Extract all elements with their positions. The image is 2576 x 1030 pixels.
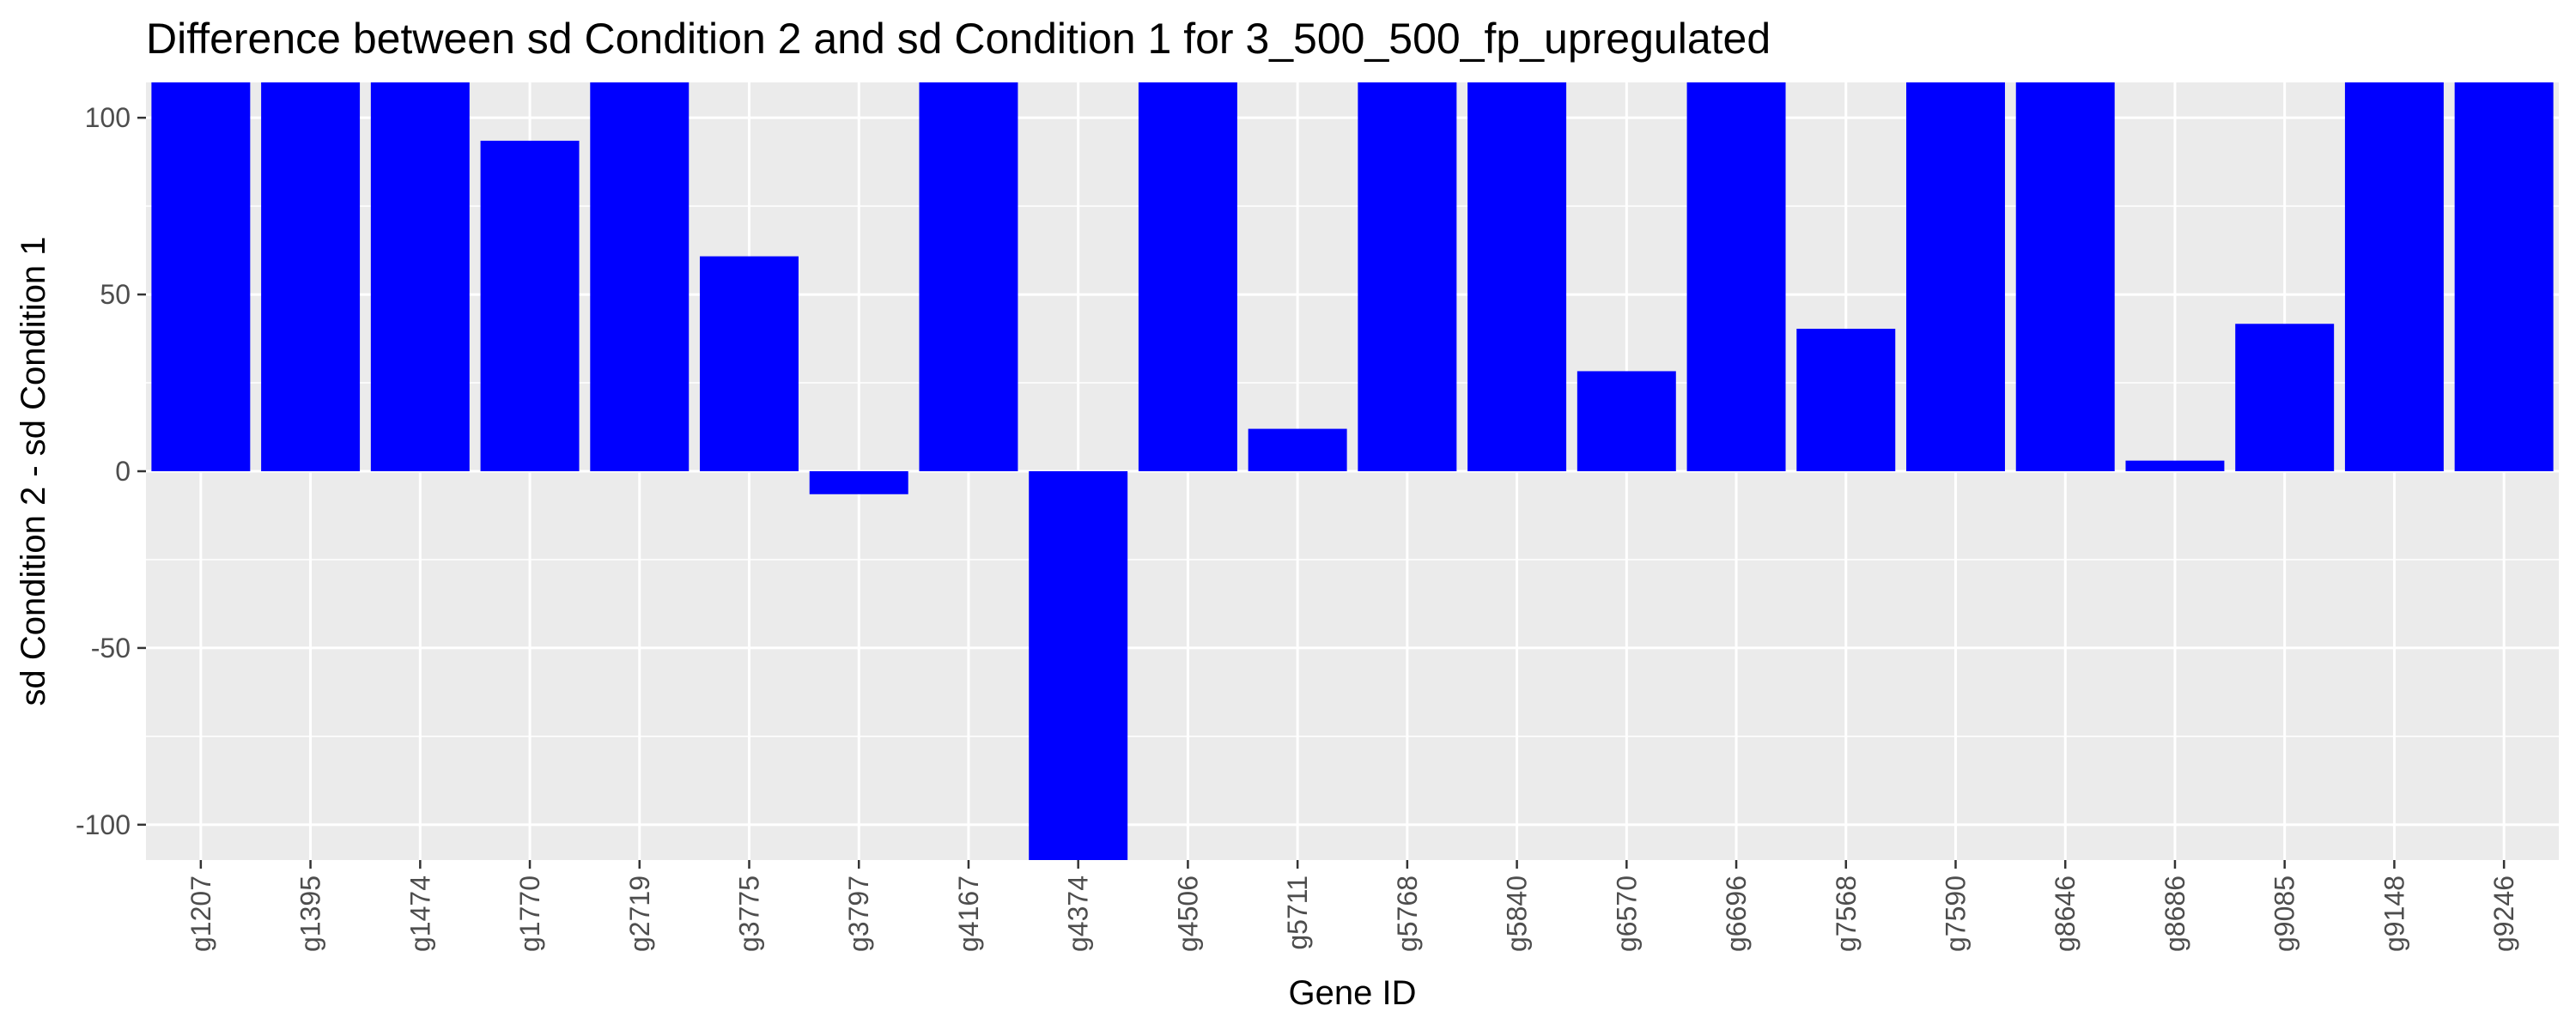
bars — [151, 82, 2554, 860]
x-tick-label: g6696 — [1721, 876, 1752, 952]
x-tick-label: g3775 — [734, 876, 765, 952]
bar-g8646 — [2015, 82, 2115, 471]
x-tick-label: g4506 — [1172, 876, 1203, 952]
chart-title: Difference between sd Condition 2 and sd… — [146, 15, 1771, 63]
x-tick-label: g8646 — [2050, 876, 2081, 952]
x-tick-label: g9246 — [2488, 876, 2519, 952]
bar-g7590 — [1906, 82, 2005, 471]
x-tick-label: g1474 — [404, 876, 435, 952]
bar-g3797 — [809, 471, 908, 494]
x-tick-label: g1207 — [185, 876, 216, 952]
bar-g9246 — [2454, 82, 2554, 471]
x-tick-label: g5711 — [1282, 876, 1313, 950]
y-tick-label: -50 — [91, 633, 131, 663]
bar-g1474 — [370, 82, 470, 471]
bar-g1770 — [480, 140, 580, 471]
x-tick-label: g9085 — [2269, 876, 2300, 952]
bar-g1395 — [261, 82, 361, 471]
x-tick-label: g5840 — [1502, 876, 1533, 952]
bar-g5711 — [1248, 428, 1347, 471]
x-tick-label: g7590 — [1941, 876, 1971, 952]
bar-g3775 — [700, 256, 799, 471]
x-tick-label: g4167 — [953, 876, 984, 952]
bar-g9148 — [2344, 82, 2444, 471]
x-tick-label: g4374 — [1063, 876, 1094, 952]
x-tick-label: g3797 — [843, 876, 874, 952]
x-tick-label: g5768 — [1392, 876, 1423, 952]
bar-g2719 — [590, 82, 690, 471]
bar-g4167 — [919, 82, 1018, 471]
bar-g4374 — [1029, 471, 1128, 860]
bar-g8686 — [2125, 460, 2225, 471]
bar-g6570 — [1577, 371, 1676, 471]
x-tick-label: g2719 — [624, 876, 655, 952]
y-tick-label: -100 — [76, 809, 131, 840]
y-axis-title: sd Condition 2 - sd Condition 1 — [15, 237, 52, 706]
x-tick-label: g8686 — [2160, 876, 2190, 952]
bar-g9085 — [2235, 324, 2335, 471]
bar-g5840 — [1467, 82, 1567, 471]
y-axis: -100 -50 0 50 100 — [76, 102, 146, 840]
y-tick-label: 100 — [85, 102, 131, 133]
x-tick-label: g1395 — [295, 876, 326, 952]
x-tick-label: g1770 — [514, 876, 545, 952]
bar-g7568 — [1796, 329, 1896, 471]
bar-g5768 — [1358, 82, 1457, 471]
y-tick-label: 50 — [100, 279, 131, 310]
y-tick-label: 0 — [115, 456, 131, 487]
bar-g1207 — [151, 82, 251, 471]
x-tick-label: g6570 — [1611, 876, 1642, 952]
x-axis-title: Gene ID — [1289, 974, 1417, 1012]
x-tick-label: g9148 — [2379, 876, 2409, 952]
bar-g6696 — [1686, 82, 1786, 471]
x-axis: g1207 g1395 g1474 g1770 g2719 g3775 g3797 g4167… — [185, 860, 2519, 952]
x-tick-label: g7568 — [1831, 876, 1862, 952]
bar-g4506 — [1138, 82, 1237, 471]
